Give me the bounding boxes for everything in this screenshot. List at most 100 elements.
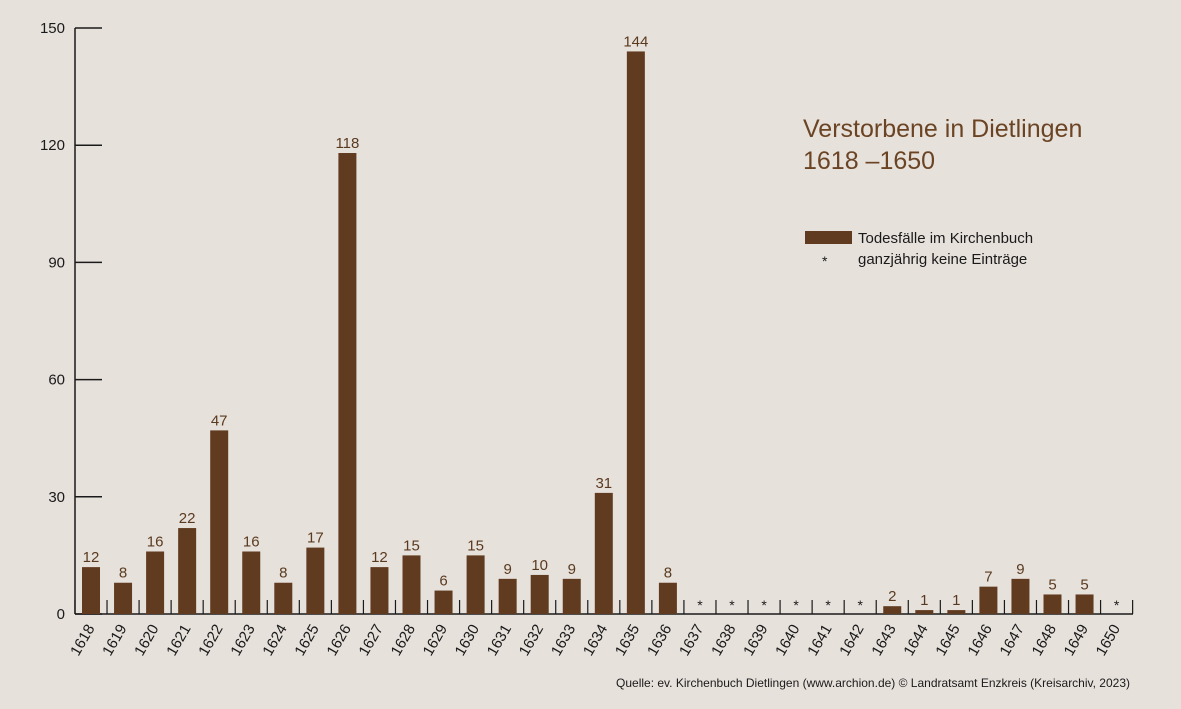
y-tick-label: 90: [48, 254, 65, 271]
bar: [979, 586, 998, 614]
bar-value-label: 15: [467, 537, 484, 554]
source-note: Quelle: ev. Kirchenbuch Dietlingen (www.…: [616, 676, 1130, 690]
x-tick-label: 1647: [997, 622, 1028, 659]
bar: [498, 578, 517, 614]
x-tick-label: 1633: [548, 622, 579, 659]
legend-swatch-deaths: [805, 231, 852, 244]
x-tick-label: 1623: [227, 622, 258, 659]
bar-value-label: 16: [243, 533, 260, 550]
bar-value-label: 1: [952, 592, 960, 609]
bar: [883, 606, 902, 614]
bar-value-label: 9: [1016, 561, 1024, 578]
x-tick-label: 1632: [516, 622, 547, 659]
bar: [562, 578, 581, 614]
bar: [114, 582, 133, 614]
bar: [178, 528, 197, 614]
bar: [594, 492, 613, 614]
chart-title-line2: 1618 –1650: [803, 147, 935, 175]
bar-value-label: 2: [888, 588, 896, 605]
bar-value-label: 47: [211, 412, 228, 429]
bar: [370, 567, 389, 614]
x-tick-label: 1646: [964, 622, 995, 659]
no-entry-marker: *: [1114, 597, 1120, 613]
bar-value-label: 8: [279, 565, 287, 582]
x-tick-label: 1621: [163, 622, 194, 659]
bar-value-label: 9: [503, 561, 511, 578]
x-tick-label: 1634: [580, 622, 611, 659]
bar-value-label: 9: [568, 561, 576, 578]
bar: [1043, 594, 1062, 614]
x-tick-label: 1620: [131, 622, 162, 659]
bar: [338, 153, 357, 614]
bar-value-label: 5: [1080, 576, 1088, 593]
x-tick-label: 1638: [708, 622, 739, 659]
bar: [274, 582, 293, 614]
x-tick-label: 1644: [900, 622, 931, 659]
x-tick-label: 1637: [676, 622, 707, 659]
bar-value-label: 7: [984, 569, 992, 586]
x-tick-label: 1624: [259, 622, 290, 659]
bar: [306, 547, 325, 614]
bar: [434, 590, 453, 614]
bar-value-label: 17: [307, 530, 324, 547]
bar: [915, 610, 934, 614]
x-tick-label: 1636: [644, 622, 675, 659]
x-tick-label: 1622: [195, 622, 226, 659]
y-tick-label: 150: [40, 20, 65, 37]
bar-value-label: 6: [439, 573, 447, 590]
bar: [466, 555, 485, 614]
x-tick-label: 1639: [740, 622, 771, 659]
x-tick-label: 1645: [932, 622, 963, 659]
x-tick-label: 1640: [772, 622, 803, 659]
x-tick-label: 1642: [836, 622, 867, 659]
bar: [146, 551, 165, 614]
x-tick-label: 1618: [67, 622, 98, 659]
no-entry-marker: *: [697, 597, 703, 613]
bar-value-label: 5: [1048, 576, 1056, 593]
y-tick-label: 60: [48, 372, 65, 389]
x-tick-label: 1628: [388, 622, 419, 659]
x-tick-label: 1631: [484, 622, 515, 659]
bar-value-label: 8: [664, 565, 672, 582]
bar: [530, 574, 549, 614]
x-tick-label: 1625: [291, 622, 322, 659]
y-axis: 0 30 60 90 120 150: [40, 20, 102, 623]
y-tick-label: 0: [57, 606, 65, 623]
no-entry-marker: *: [825, 597, 831, 613]
y-tick-label: 120: [40, 137, 65, 154]
bar-value-label: 22: [179, 510, 196, 527]
x-tick-label: 1626: [323, 622, 354, 659]
legend-label-no-entries: ganzjährig keine Einträge: [858, 251, 1027, 268]
x-tick-label: 1649: [1061, 622, 1092, 659]
y-tick-label: 30: [48, 489, 65, 506]
no-entry-marker: *: [761, 597, 767, 613]
bar: [658, 582, 677, 614]
bar-value-label: 15: [403, 537, 420, 554]
x-tick-label: 1643: [868, 622, 899, 659]
bar-value-label: 12: [83, 549, 100, 566]
bar-value-label: 8: [119, 565, 127, 582]
x-tick-label: 1641: [804, 622, 835, 659]
bar: [947, 610, 966, 614]
x-tick-label: 1629: [420, 622, 451, 659]
x-tick-label: 1648: [1029, 622, 1060, 659]
bar: [402, 555, 421, 614]
bar: [210, 430, 229, 614]
x-tick-label: 1630: [452, 622, 483, 659]
bar: [1075, 594, 1094, 614]
bar-value-label: 1: [920, 592, 928, 609]
bar-value-label: 31: [595, 475, 612, 492]
x-tick-label: 1619: [99, 622, 130, 659]
bar: [242, 551, 261, 614]
no-entry-marker: *: [729, 597, 735, 613]
bar: [1011, 578, 1030, 614]
bar-value-label: 12: [371, 549, 388, 566]
x-tick-label: 1635: [612, 622, 643, 659]
bar-value-label: 118: [335, 135, 359, 152]
legend-label-deaths: Todesfälle im Kirchenbuch: [858, 230, 1033, 247]
bar-value-label: 144: [623, 33, 648, 50]
legend: Todesfälle im Kirchenbuch * ganzjährig k…: [805, 230, 1033, 269]
legend-star-marker: *: [822, 253, 828, 269]
